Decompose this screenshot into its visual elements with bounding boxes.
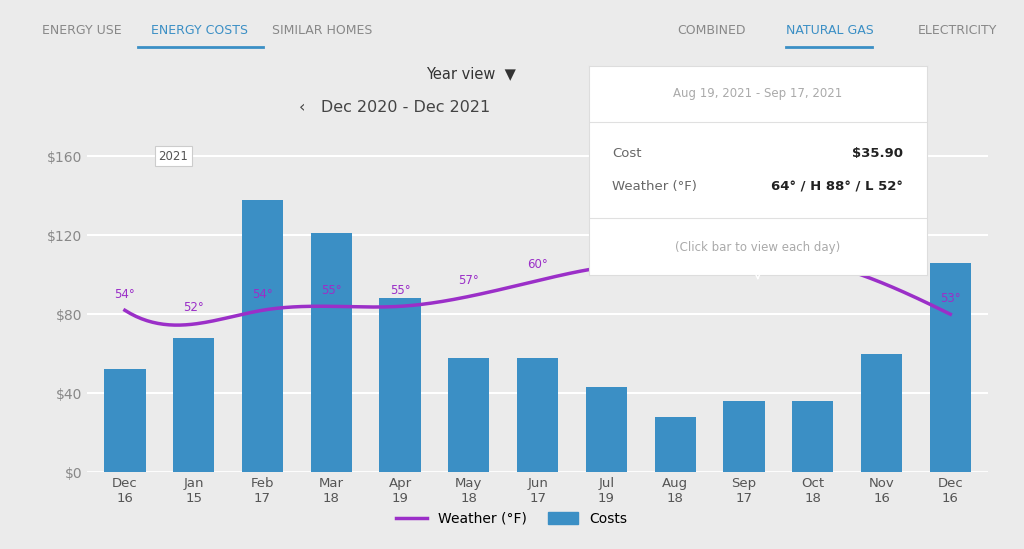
Text: 60°: 60° xyxy=(527,258,548,271)
Text: Cost: Cost xyxy=(612,147,642,160)
Text: 54°: 54° xyxy=(252,288,272,300)
Legend: Weather (°F), Costs: Weather (°F), Costs xyxy=(391,506,633,531)
Bar xyxy=(310,233,352,472)
Text: ELECTRICITY: ELECTRICITY xyxy=(918,24,997,37)
Text: ENERGY COSTS: ENERGY COSTS xyxy=(152,24,248,37)
Text: 64° / H 88° / L 52°: 64° / H 88° / L 52° xyxy=(771,181,903,193)
Text: NATURAL GAS: NATURAL GAS xyxy=(785,24,873,37)
Text: 64°: 64° xyxy=(733,232,755,245)
Text: 63°: 63° xyxy=(803,238,823,251)
Text: SIMILAR HOMES: SIMILAR HOMES xyxy=(272,24,373,37)
Bar xyxy=(242,200,283,472)
Text: 55°: 55° xyxy=(390,284,411,296)
Text: Aug 19, 2021 - Sep 17, 2021: Aug 19, 2021 - Sep 17, 2021 xyxy=(673,87,843,99)
Bar xyxy=(104,369,145,472)
Text: 54°: 54° xyxy=(115,288,135,300)
Bar xyxy=(449,357,489,472)
Bar xyxy=(586,387,627,472)
Bar xyxy=(517,357,558,472)
Bar xyxy=(654,417,696,472)
Text: 62°: 62° xyxy=(596,244,616,257)
Text: 63°: 63° xyxy=(665,238,685,251)
Bar xyxy=(723,401,765,472)
Text: 57°: 57° xyxy=(459,274,479,287)
Bar xyxy=(793,401,834,472)
Bar xyxy=(173,338,214,472)
Text: COMBINED: COMBINED xyxy=(678,24,745,37)
Text: Weather (°F): Weather (°F) xyxy=(612,181,697,193)
Bar xyxy=(379,299,421,472)
Text: 2021: 2021 xyxy=(158,150,188,163)
Bar xyxy=(930,263,971,472)
Text: 52°: 52° xyxy=(183,301,204,315)
Text: Year view  ▼: Year view ▼ xyxy=(426,66,516,82)
Text: $35.90: $35.90 xyxy=(852,147,903,160)
Text: (Click bar to view each day): (Click bar to view each day) xyxy=(675,241,841,254)
Text: 59°: 59° xyxy=(871,260,892,273)
Bar xyxy=(861,354,902,472)
Text: ENERGY USE: ENERGY USE xyxy=(42,24,122,37)
Text: ‹   Dec 2020 - Dec 2021: ‹ Dec 2020 - Dec 2021 xyxy=(299,99,489,115)
Text: 55°: 55° xyxy=(321,284,342,296)
Text: 53°: 53° xyxy=(940,292,961,305)
